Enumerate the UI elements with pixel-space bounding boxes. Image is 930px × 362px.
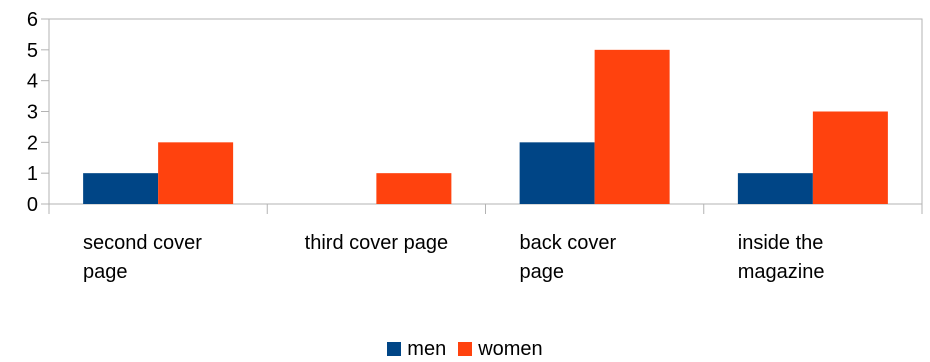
y-tick-label-5: 5 <box>27 40 38 62</box>
legend-item-women: women <box>458 337 543 361</box>
category-label-2-line-0: back cover <box>520 232 617 254</box>
y-tick-label-4: 4 <box>27 71 38 93</box>
category-label-3-line-1: magazine <box>738 261 825 283</box>
category-label-3-line-0: inside the <box>738 232 824 254</box>
y-tick-label-6: 6 <box>27 9 38 31</box>
axes-group <box>41 18 923 214</box>
category-label-0-line-1: page <box>83 261 128 283</box>
legend: men women <box>0 336 930 362</box>
bar-women-1 <box>376 173 452 204</box>
category-label-2: back cover page <box>520 232 617 283</box>
category-label-1-line-0: third cover page <box>305 232 448 254</box>
legend-swatch-women <box>458 342 473 356</box>
bar-men-3 <box>737 173 813 204</box>
y-tick-label-1: 1 <box>27 163 38 185</box>
bar-women-0 <box>158 142 234 204</box>
y-tick-label-0: 0 <box>27 194 38 216</box>
bar-men-0 <box>83 173 159 204</box>
legend-swatch-men <box>387 342 402 356</box>
category-label-2-line-1: page <box>520 261 565 283</box>
category-label-1: third cover page <box>305 232 448 254</box>
category-label-3: inside the magazine <box>738 232 825 283</box>
bar-women-2 <box>594 49 670 205</box>
legend-label-men: men <box>407 337 447 360</box>
labels-group: 0 1 2 3 4 5 6 second cover page third cover page b… <box>27 9 825 283</box>
legend-label-women: women <box>478 337 543 360</box>
y-tick-label-2: 2 <box>27 132 38 154</box>
bar-men-2 <box>519 142 595 204</box>
category-label-0-line-0: second cover <box>83 232 202 254</box>
bar-women-3 <box>812 111 888 204</box>
category-label-0: second cover page <box>83 232 202 283</box>
legend-item-men: men <box>387 338 446 361</box>
bars-group <box>83 49 888 205</box>
y-tick-label-3: 3 <box>27 102 38 124</box>
